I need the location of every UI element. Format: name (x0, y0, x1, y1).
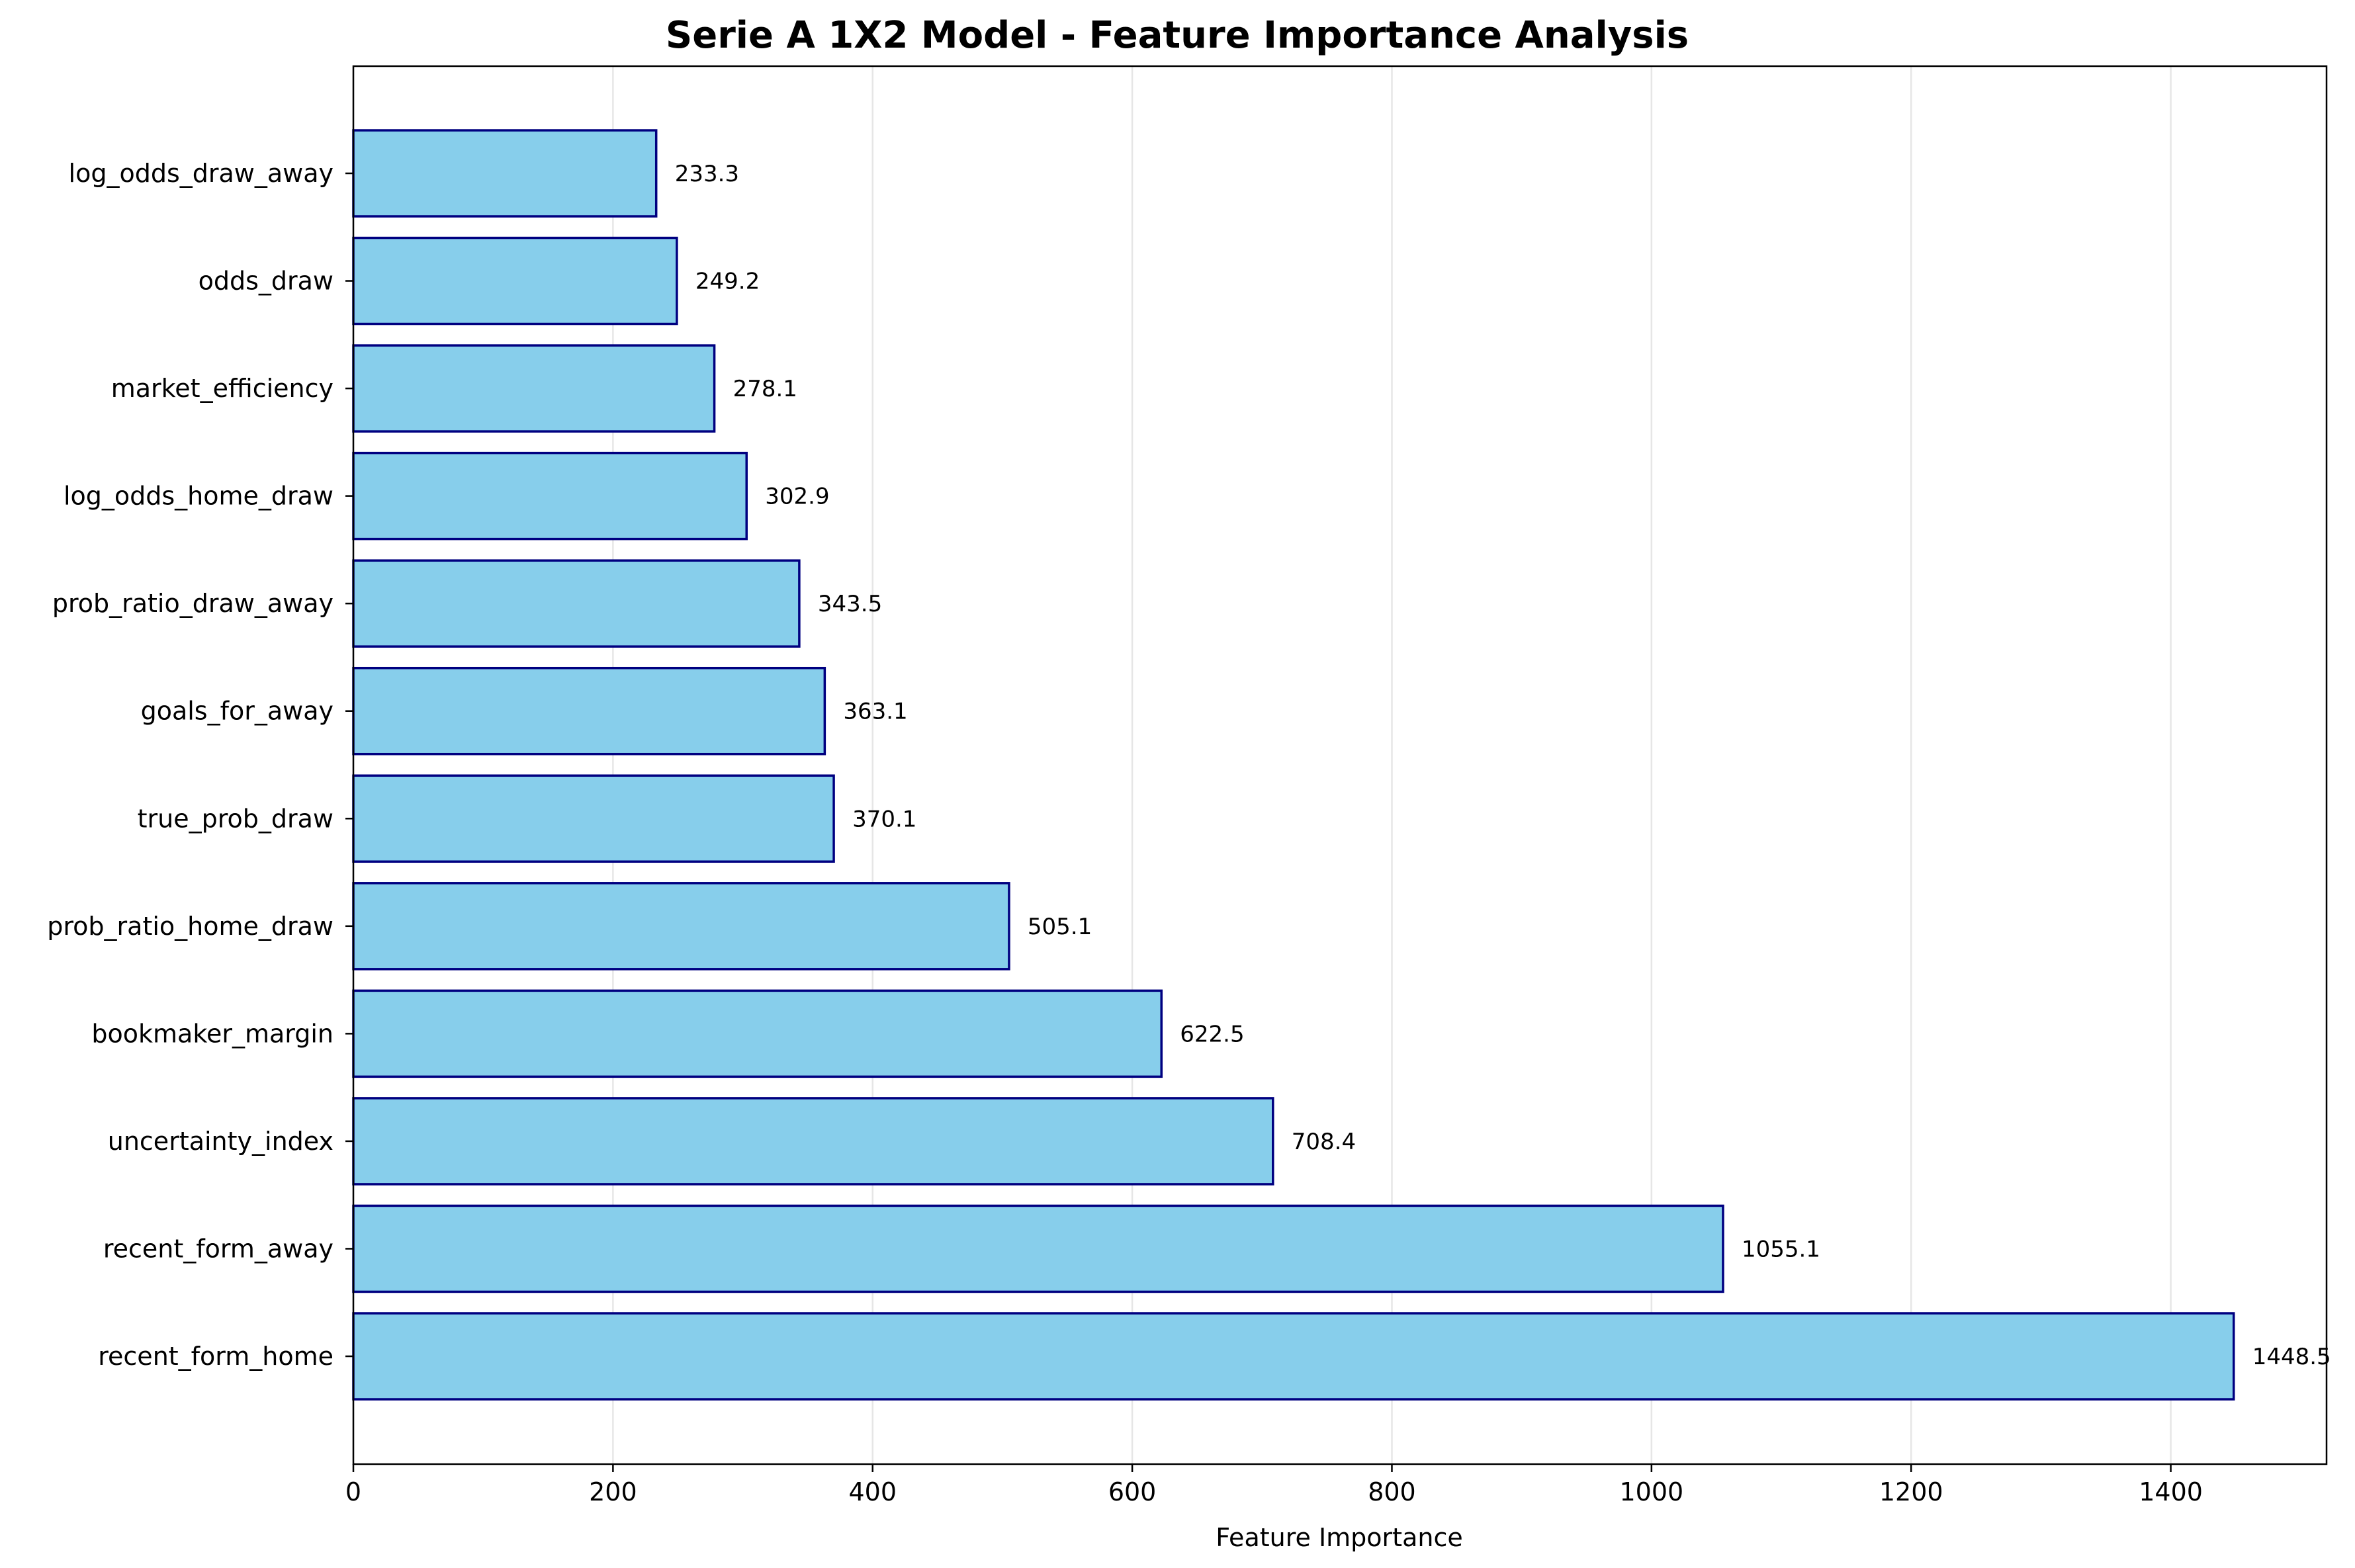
bar-value-label: 1448.5 (2252, 1344, 2331, 1370)
x-axis-label: Feature Importance (1216, 1523, 1462, 1552)
y-tick-label: market_efficiency (111, 374, 333, 403)
y-tick-label: true_prob_draw (138, 804, 333, 833)
bar-log-odds-home-draw (352, 451, 748, 541)
bar-value-label: 708.4 (1292, 1129, 1356, 1155)
bar-value-label: 370.1 (852, 806, 916, 832)
bar-recent-form-home (352, 1312, 2235, 1401)
y-tick-label: odds_draw (199, 267, 333, 296)
bar-bookmaker-margin (352, 989, 1163, 1078)
x-tick-label: 600 (1108, 1477, 1157, 1506)
bar-value-labels: 1448.5 1055.1 708.4 622.5 505.1 370.1 363.1 343… (675, 161, 2331, 1370)
plot-frame (352, 65, 2328, 1465)
x-axis-ticks: 0 200 400 600 800 1000 1200 1400 (345, 1464, 2203, 1506)
bar-value-label: 233.3 (675, 161, 739, 187)
bar-value-label: 363.1 (843, 699, 907, 725)
bar-value-label: 1055.1 (1742, 1236, 1820, 1262)
x-tick-label: 400 (848, 1477, 897, 1506)
y-tick-label: log_odds_home_draw (64, 482, 333, 511)
x-tick-label: 800 (1368, 1477, 1416, 1506)
y-tick-label: prob_ratio_home_draw (47, 912, 333, 941)
bar-value-label: 622.5 (1180, 1021, 1244, 1047)
bar-odds-draw (352, 236, 678, 326)
y-tick-label: prob_ratio_draw_away (52, 589, 333, 618)
y-tick-label: uncertainty_index (108, 1127, 333, 1156)
bar-log-odds-draw-away (352, 129, 658, 218)
x-tick-label: 0 (345, 1477, 361, 1506)
x-tick-label: 200 (589, 1477, 637, 1506)
bar-value-label: 278.1 (733, 376, 797, 402)
bar-true-prob-draw (352, 774, 835, 863)
y-tick-label: recent_form_home (98, 1342, 333, 1371)
bar-recent-form-away (352, 1204, 1724, 1293)
bar-prob-ratio-draw-away (352, 559, 801, 648)
x-tick-label: 1400 (2139, 1477, 2203, 1506)
bar-value-label: 505.1 (1028, 914, 1092, 940)
bar-value-label: 343.5 (818, 591, 882, 617)
bars (352, 129, 2235, 1401)
y-axis-ticks: recent_form_home recent_form_away uncertai… (47, 159, 353, 1371)
y-tick-label: log_odds_draw_away (69, 159, 333, 188)
bar-value-label: 302.9 (765, 484, 829, 510)
y-tick-label: recent_form_away (103, 1234, 333, 1263)
bar-prob-ratio-home-draw (352, 882, 1010, 971)
bar-goals-for-away (352, 666, 826, 756)
bar-uncertainty-index (352, 1097, 1274, 1186)
bar-market-efficiency (352, 344, 716, 433)
y-tick-label: goals_for_away (141, 697, 333, 726)
bar-value-label: 249.2 (695, 269, 760, 295)
x-tick-label: 1200 (1879, 1477, 1943, 1506)
chart-title: Serie A 1X2 Model - Feature Importance A… (666, 14, 1689, 57)
y-tick-label: bookmaker_margin (91, 1019, 333, 1048)
x-tick-label: 1000 (1619, 1477, 1683, 1506)
